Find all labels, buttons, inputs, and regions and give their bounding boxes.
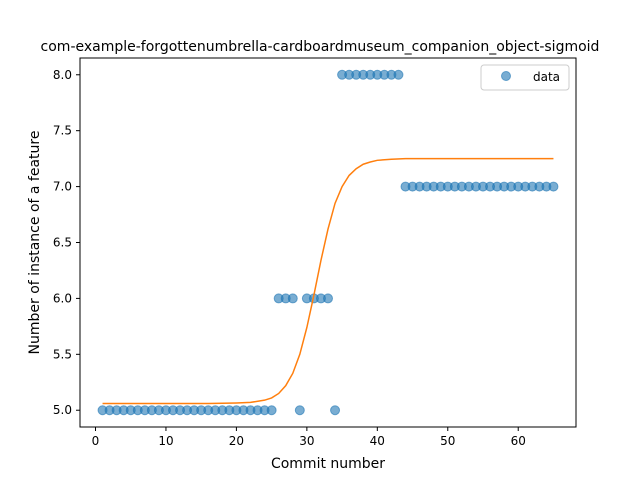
legend-marker [501, 71, 511, 81]
x-axis-label: Commit number [271, 456, 385, 472]
data-point [287, 293, 298, 304]
y-tick-label: 7.5 [53, 124, 72, 138]
data-point [548, 181, 559, 192]
x-tick-label: 30 [299, 434, 314, 448]
y-tick-label: 5.5 [53, 347, 72, 361]
x-tick-label: 40 [370, 434, 385, 448]
legend-label: data [533, 70, 560, 84]
y-tick-label: 6.0 [53, 291, 72, 305]
data-point [393, 69, 404, 80]
y-axis: 5.0 5.5 6.0 6.5 7.0 7.5 8.0 [53, 68, 80, 417]
legend: data [480, 64, 570, 91]
sigmoid-fit-line [102, 157, 554, 405]
x-tick-label: 0 [92, 434, 100, 448]
x-tick-label: 10 [158, 434, 173, 448]
axes-frame [79, 57, 577, 428]
y-tick-label: 8.0 [53, 68, 72, 82]
x-tick-label: 50 [440, 434, 455, 448]
y-tick-label: 5.0 [53, 403, 72, 417]
legend-box [480, 64, 570, 91]
y-tick-label: 6.5 [53, 236, 72, 250]
plot-area [97, 69, 559, 416]
data-point [266, 405, 277, 416]
x-tick-label: 20 [229, 434, 244, 448]
data-point [323, 293, 333, 304]
data-point [330, 405, 341, 416]
x-axis: 0 10 20 30 40 50 60 [92, 427, 526, 448]
y-axis-label: Number of instance of a feature [27, 131, 43, 355]
chart-title: com-example-forgottenumbrella-cardboardm… [41, 39, 600, 55]
y-tick-label: 7.0 [53, 180, 72, 194]
x-tick-label: 60 [511, 434, 526, 448]
data-point [294, 405, 305, 416]
